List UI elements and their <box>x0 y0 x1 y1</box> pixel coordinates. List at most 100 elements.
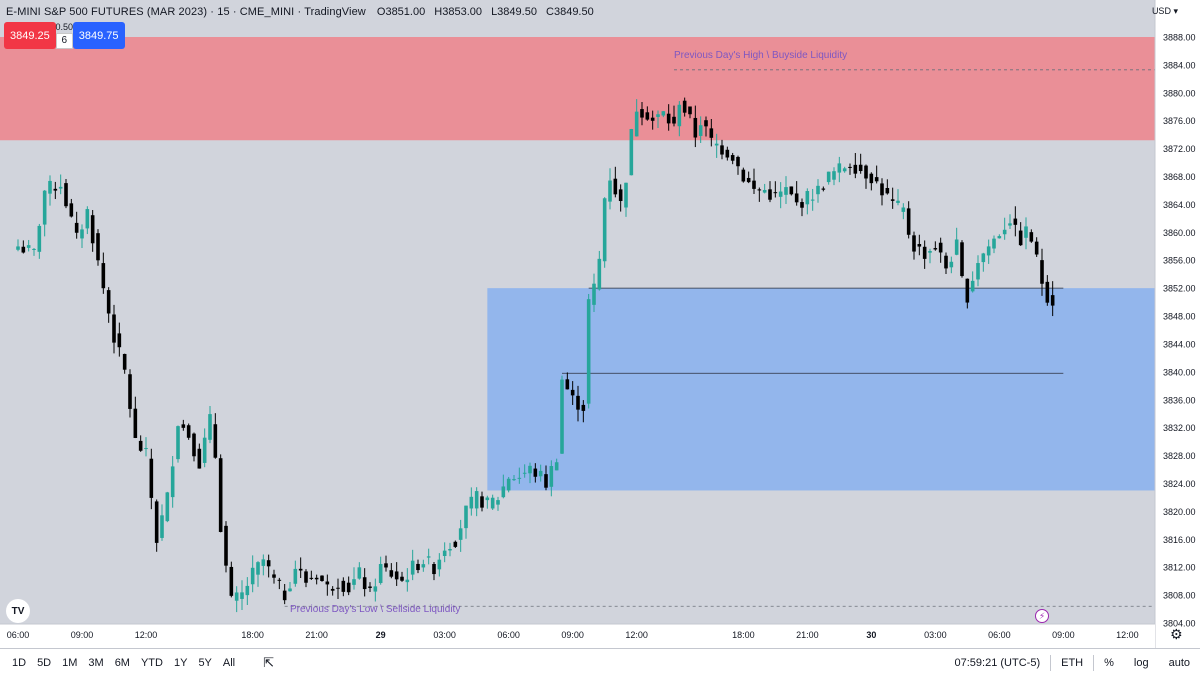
price-axis-labels: 3804.00 3808.00 3812.00 3816.00 3820.00 3824.… <box>1163 33 1196 629</box>
candles-layer <box>16 97 1055 613</box>
tradingview-logo-icon[interactable]: TV <box>6 599 30 623</box>
quantity-input[interactable]: 6 <box>55 33 73 49</box>
candle-body <box>570 389 575 396</box>
candle-body <box>928 251 932 253</box>
time-axis[interactable] <box>0 624 1155 648</box>
time-tick-label: 12:00 <box>625 630 648 640</box>
candle-body <box>1034 241 1039 255</box>
timeframe-5y[interactable]: 5Y <box>198 656 212 669</box>
candle-body <box>320 575 324 581</box>
price-tick-label: 3848.00 <box>1163 312 1196 322</box>
time-tick-label: 06:00 <box>988 630 1011 640</box>
time-tick-label: 12:00 <box>1116 630 1139 640</box>
price-tick-label: 3852.00 <box>1163 284 1196 294</box>
auto-toggle[interactable]: auto <box>1168 656 1190 669</box>
candle-body <box>874 177 879 182</box>
gear-icon[interactable]: ⚙ <box>1170 626 1183 642</box>
candle-body <box>48 180 52 194</box>
candle-body <box>37 225 42 252</box>
time-tick-label: 06:00 <box>7 630 30 640</box>
candle-body <box>410 560 415 575</box>
price-tick-label: 3872.00 <box>1163 144 1196 154</box>
candle-body <box>816 185 820 195</box>
candle-body <box>485 497 490 501</box>
candle-body <box>213 424 218 458</box>
candle-body <box>197 448 202 469</box>
candle-body <box>528 465 532 474</box>
candle-body <box>21 246 26 253</box>
candle-body <box>688 106 692 115</box>
candle-body <box>293 568 298 584</box>
sellside-liquidity-label: Previous Day's Low \ Sellside Liquidity <box>290 604 460 615</box>
percent-toggle[interactable]: % <box>1104 656 1114 669</box>
sell-button[interactable]: 3849.25 <box>4 22 56 49</box>
price-tick-label: 3824.00 <box>1163 479 1196 489</box>
lightning-icon[interactable]: ⚡ <box>1035 609 1049 623</box>
currency-label: USD <box>1151 6 1171 16</box>
candle-body <box>650 117 655 121</box>
candle-body <box>96 233 100 261</box>
price-tick-label: 3820.00 <box>1163 507 1196 517</box>
timeframe-1m[interactable]: 1M <box>62 656 78 669</box>
candle-body <box>421 564 426 568</box>
candle-body <box>618 189 623 202</box>
chevron-down-icon: ▾ <box>1173 6 1178 16</box>
timeframe-1y[interactable]: 1Y <box>173 656 188 669</box>
price-tick-label: 3832.00 <box>1163 423 1196 433</box>
timeframe-all[interactable]: All <box>222 656 236 669</box>
candle-body <box>912 235 916 252</box>
candle-body <box>458 528 463 540</box>
candle-body <box>378 564 383 584</box>
candle-body <box>837 163 842 173</box>
candle-body <box>517 477 522 479</box>
candle-body <box>32 248 36 250</box>
session-toggle[interactable]: ETH <box>1061 656 1084 669</box>
log-toggle[interactable]: log <box>1133 656 1149 669</box>
timeframe-6m[interactable]: 6M <box>114 656 130 669</box>
time-tick-label: 03:00 <box>924 630 947 640</box>
candle-body <box>634 111 639 137</box>
calendar-range-icon[interactable]: ⇱ <box>263 654 275 670</box>
candle-body <box>629 129 634 176</box>
price-tick-label: 3812.00 <box>1163 563 1196 573</box>
candle-body <box>981 253 986 263</box>
candle-body <box>666 113 671 124</box>
candle-body <box>154 501 159 543</box>
candle-body <box>69 203 74 217</box>
timeframe-1d[interactable]: 1D <box>12 656 27 669</box>
currency-selector[interactable]: USD ▾ <box>1152 6 1178 17</box>
price-axis[interactable] <box>1155 0 1200 648</box>
timeframe-ytd[interactable]: YTD <box>140 656 163 669</box>
candle-body <box>368 586 372 588</box>
candle-body <box>880 183 884 196</box>
candle-body <box>997 236 1002 239</box>
candle-body <box>1040 260 1044 284</box>
buy-button[interactable]: 3849.75 <box>72 22 125 49</box>
candle-body <box>250 567 255 585</box>
candle-body <box>133 408 138 438</box>
candle-body <box>304 571 308 583</box>
candle-body <box>453 541 458 547</box>
candle-body <box>741 169 746 182</box>
candle-body <box>538 470 543 477</box>
candle-body <box>464 505 468 529</box>
price-tick-label: 3888.00 <box>1163 33 1196 43</box>
candle-body <box>112 314 116 343</box>
candle-body <box>1050 295 1055 306</box>
timeframe-3m[interactable]: 3M <box>88 656 104 669</box>
candle-body <box>90 215 95 244</box>
candle-body <box>592 283 596 305</box>
clock-time[interactable]: 07:59:21 (UTC-5) <box>954 656 1041 669</box>
candle-body <box>938 242 943 253</box>
candle-body <box>74 222 79 233</box>
candle-body <box>901 207 906 212</box>
zones-layer <box>0 37 1155 491</box>
price-tick-label: 3860.00 <box>1163 228 1196 238</box>
candle-body <box>240 592 244 599</box>
candle-body <box>896 200 900 203</box>
candle-body <box>864 165 868 179</box>
candle-body <box>992 238 996 249</box>
price-tick-label: 3880.00 <box>1163 88 1196 98</box>
timeframe-5d[interactable]: 5D <box>37 656 52 669</box>
